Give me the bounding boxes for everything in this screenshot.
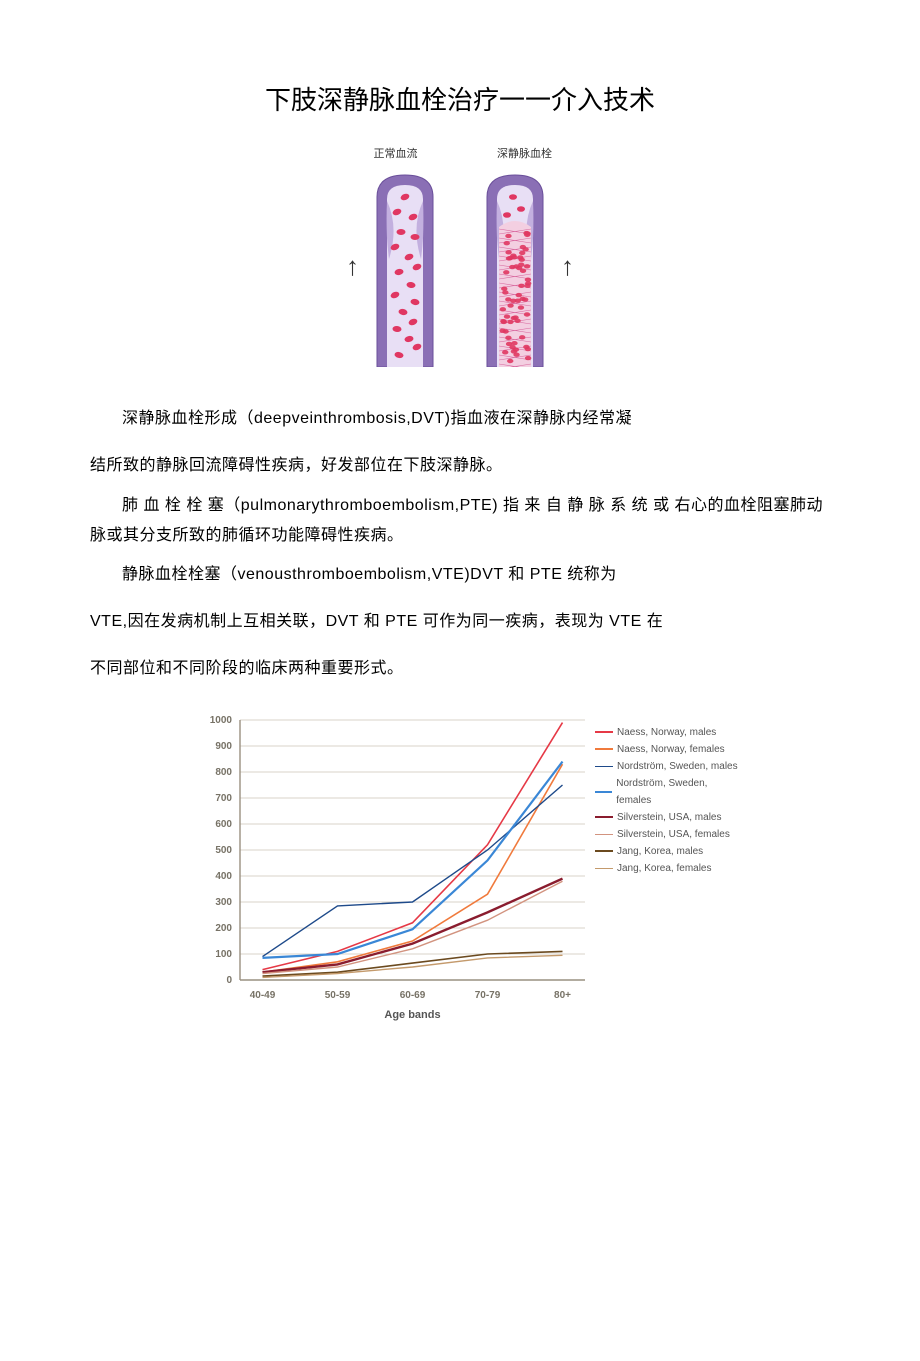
legend-label: Nordström, Sweden, females: [616, 775, 740, 809]
legend-item: Silverstein, USA, males: [595, 809, 740, 826]
legend-item: Naess, Norway, males: [595, 724, 740, 741]
legend-label: Jang, Korea, females: [617, 860, 712, 877]
svg-text:80+: 80+: [554, 990, 571, 1001]
legend-swatch: [595, 766, 613, 768]
svg-text:70-79: 70-79: [475, 990, 501, 1001]
svg-text:40-49: 40-49: [250, 990, 276, 1001]
dvt-vein-label: 深静脉血栓: [497, 145, 552, 161]
svg-text:50-59: 50-59: [325, 990, 351, 1001]
body-paragraph: 不同部位和不同阶段的临床两种重要形式。: [90, 647, 830, 692]
normal-vein-label: 正常血流: [374, 145, 418, 161]
svg-text:500: 500: [215, 845, 232, 856]
svg-text:1000: 1000: [210, 715, 233, 726]
legend-item: Jang, Korea, females: [595, 860, 740, 877]
legend-item: Jang, Korea, males: [595, 843, 740, 860]
svg-text:800: 800: [215, 767, 232, 778]
page-title: 下肢深静脉血栓治疗一一介入技术: [90, 80, 830, 117]
legend-swatch: [595, 731, 613, 733]
svg-text:600: 600: [215, 819, 232, 830]
svg-text:0: 0: [226, 975, 232, 986]
legend-item: Naess, Norway, females: [595, 741, 740, 758]
body-paragraph: 肺 血 栓 栓 塞（pulmonarythromboembolism,PTE) …: [90, 491, 830, 552]
dvt-vein-svg: [475, 167, 555, 367]
body-paragraph: VTE,因在发病机制上互相关联，DVT 和 PTE 可作为同一疾病，表现为 VT…: [90, 600, 830, 645]
legend-item: Nordström, Sweden, males: [595, 758, 740, 775]
dvt-vein-column: 深静脉血栓 ↑: [475, 145, 574, 367]
svg-text:300: 300: [215, 897, 232, 908]
body-paragraph: 静脉血栓栓塞（venousthromboembolism,VTE)DVT 和 P…: [90, 553, 830, 598]
legend-item: Nordström, Sweden, females: [595, 775, 740, 809]
flow-arrow-icon: ↑: [346, 252, 359, 282]
legend-swatch: [595, 834, 613, 836]
svg-text:Age bands: Age bands: [384, 1009, 440, 1021]
normal-vein-column: 正常血流 ↑: [346, 145, 445, 367]
svg-text:60-69: 60-69: [400, 990, 426, 1001]
flow-arrow-icon: ↑: [561, 252, 574, 282]
legend-swatch: [595, 850, 613, 852]
legend-label: Naess, Norway, females: [617, 741, 725, 758]
vte-age-chart-container: 0 100 200 300 400 500 600 700 800 900 1000 40-49 50-…: [90, 706, 830, 1031]
vte-age-line-chart: 0 100 200 300 400 500 600 700 800 900 1000 40-49 50-…: [180, 706, 740, 1031]
legend-swatch: [595, 748, 613, 750]
svg-text:700: 700: [215, 793, 232, 804]
legend-label: Nordström, Sweden, males: [617, 758, 738, 775]
svg-text:100: 100: [215, 949, 232, 960]
legend-swatch: [595, 791, 612, 793]
vein-comparison-figure: 正常血流 ↑ 深静脉血栓 ↑: [90, 145, 830, 367]
svg-text:900: 900: [215, 741, 232, 752]
legend-label: Naess, Norway, males: [617, 724, 716, 741]
legend-label: Silverstein, USA, males: [617, 809, 721, 826]
svg-text:400: 400: [215, 871, 232, 882]
legend-label: Jang, Korea, males: [617, 843, 703, 860]
legend-swatch: [595, 816, 613, 818]
body-paragraph: 结所致的静脉回流障碍性疾病，好发部位在下肢深静脉。: [90, 444, 830, 489]
legend-item: Silverstein, USA, females: [595, 826, 740, 843]
legend-swatch: [595, 868, 613, 870]
body-paragraph: 深静脉血栓形成（deepveinthrombosis,DVT)指血液在深静脉内经…: [90, 397, 830, 442]
chart-legend: Naess, Norway, malesNaess, Norway, femal…: [595, 724, 740, 877]
normal-vein-svg: [365, 167, 445, 367]
legend-label: Silverstein, USA, females: [617, 826, 730, 843]
svg-text:200: 200: [215, 923, 232, 934]
